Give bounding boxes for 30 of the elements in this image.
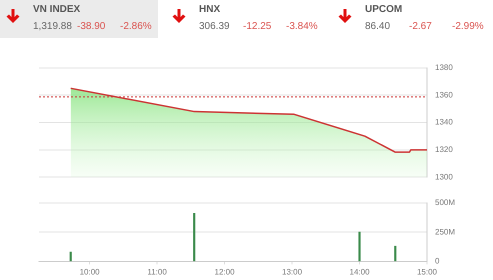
text: 306.39 [199,21,230,32]
category-label: HNX [199,4,220,15]
y-tick-label: 1360 [435,90,454,100]
y-tick-label: 250M [435,227,456,236]
x-tick-label: 10:00 [80,267,100,276]
bar [193,213,196,262]
bar [394,246,396,262]
text: -3.84% [286,21,318,32]
category-label: VN INDEX [33,4,80,15]
bar [358,232,361,262]
y-tick-label: 0 [435,256,440,266]
x-tick-label: 12:00 [214,267,236,276]
y-tick-label: 1380 [435,63,454,72]
text: 1,319.88 [33,21,72,32]
text: 86.40 [365,21,390,32]
x-tick-label: 11:00 [147,267,168,276]
bar [70,252,72,262]
y-tick-label: 1320 [435,145,454,154]
text: -38.90 [77,21,106,32]
text: -2.67 [409,21,432,32]
x-tick-label: 13:00 [282,267,303,276]
text: -2.86% [120,21,152,32]
y-tick-label: 1340 [435,118,454,127]
x-tick-label: 14:00 [350,267,370,276]
text: -2.99% [452,21,484,32]
category-label: UPCOM [365,4,402,15]
x-tick-label: 15:00 [416,267,438,276]
y-tick-label: 1300 [435,172,454,182]
text: -12.25 [243,21,272,32]
y-tick-label: 500M [435,198,456,208]
